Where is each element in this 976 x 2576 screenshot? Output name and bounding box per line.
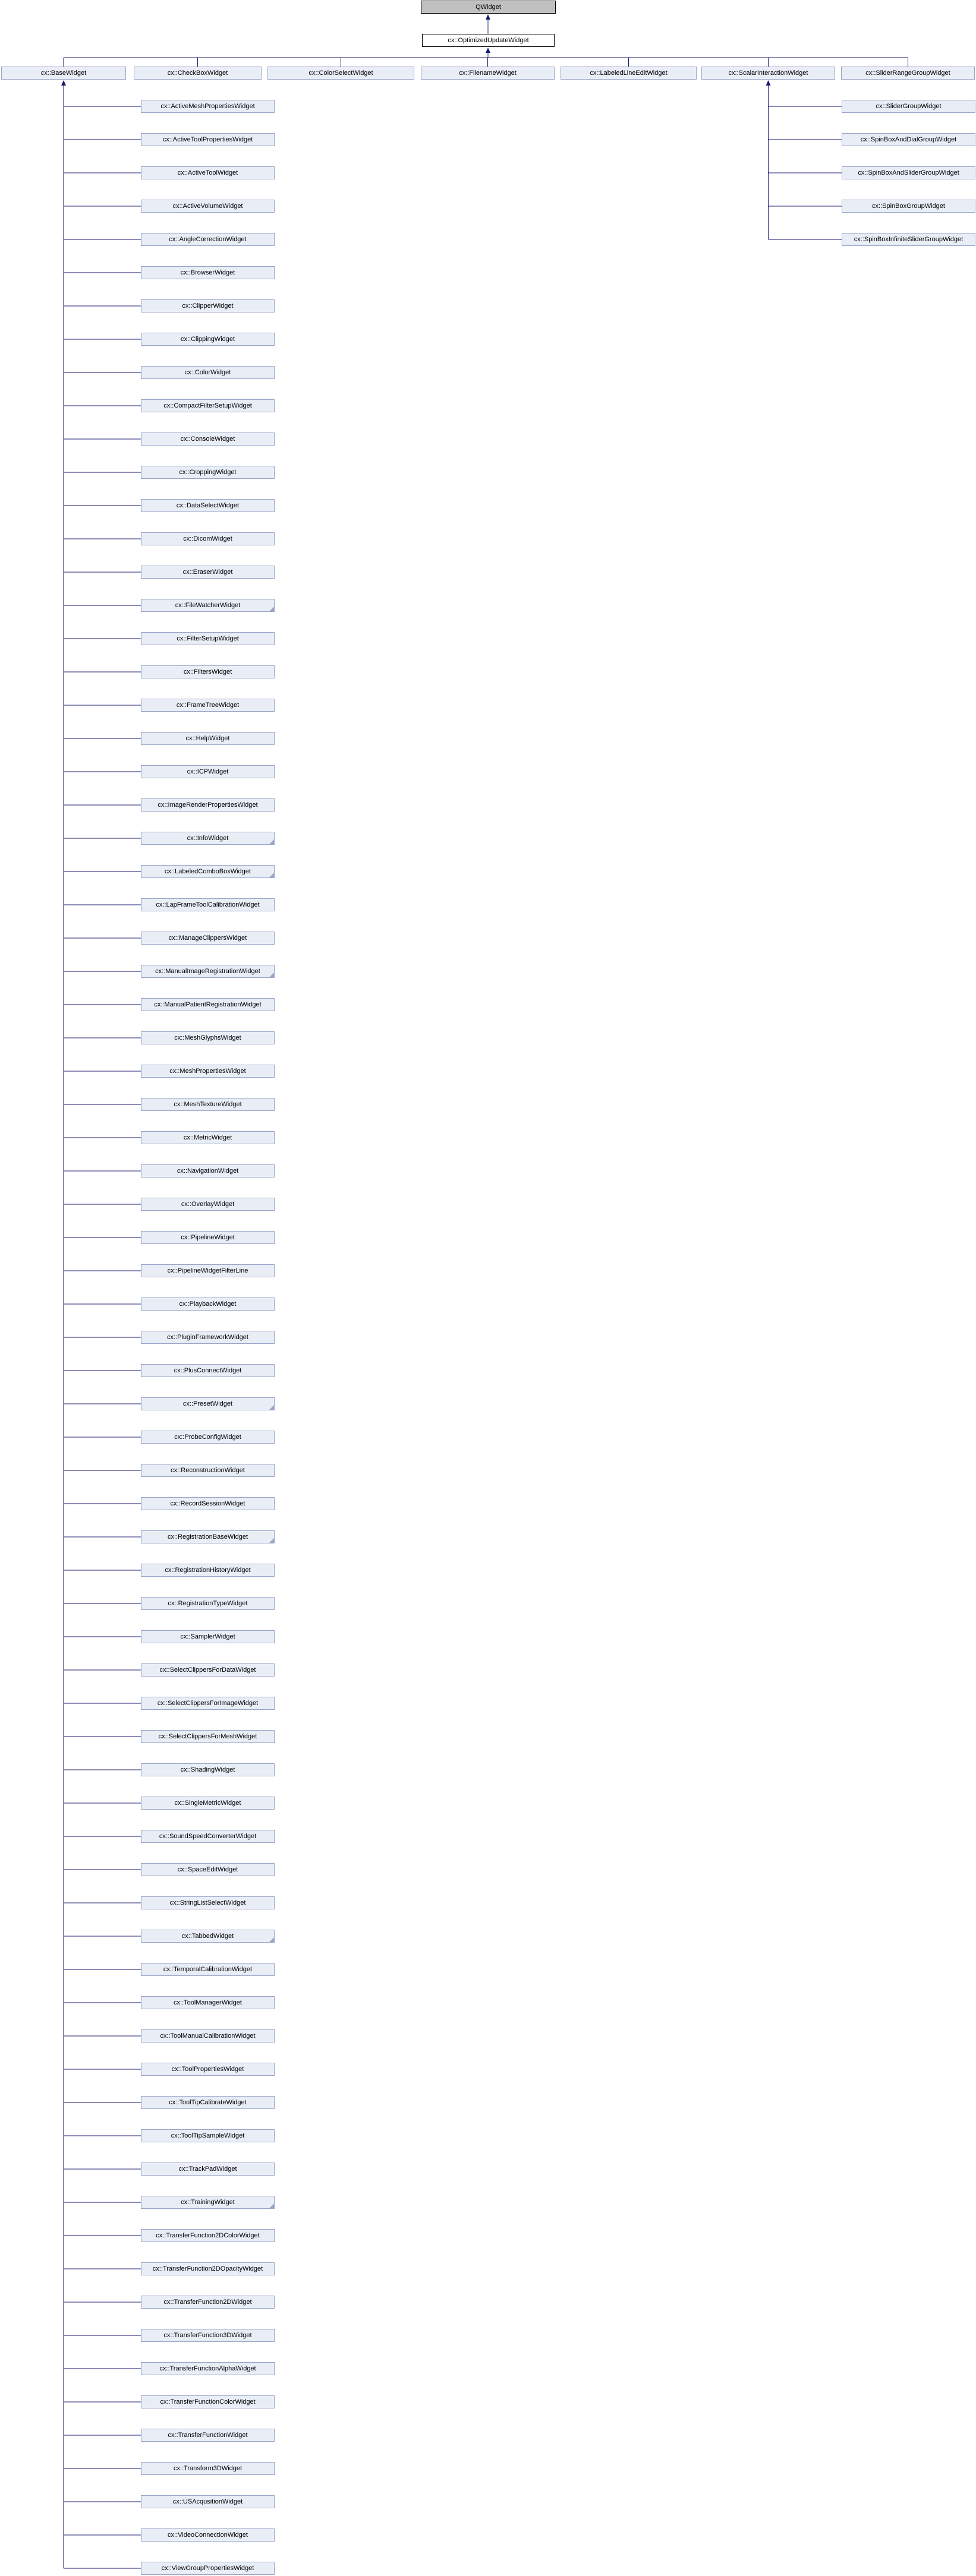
- has-subclasses-marker: [269, 873, 274, 877]
- class-node[interactable]: cx::BaseWidget: [1, 67, 126, 80]
- class-node[interactable]: cx::TransferFunctionColorWidget: [141, 2395, 275, 2408]
- class-node[interactable]: cx::SliderRangeGroupWidget: [841, 67, 975, 80]
- class-node[interactable]: cx::ActiveVolumeWidget: [141, 200, 275, 213]
- class-node[interactable]: cx::EraserWidget: [141, 566, 275, 579]
- class-node[interactable]: cx::SelectClippersForDataWidget: [141, 1663, 275, 1677]
- class-node[interactable]: cx::TransferFunction2DOpacityWidget: [141, 2262, 275, 2275]
- class-node[interactable]: cx::PlaybackWidget: [141, 1298, 275, 1311]
- class-node[interactable]: cx::ShadingWidget: [141, 1763, 275, 1776]
- class-node[interactable]: cx::Transform3DWidget: [141, 2462, 275, 2475]
- root-class-node: QWidget: [421, 1, 556, 14]
- has-subclasses-marker: [269, 1538, 274, 1543]
- class-node[interactable]: cx::TransferFunctionAlphaWidget: [141, 2362, 275, 2375]
- class-node[interactable]: cx::InfoWidget: [141, 832, 275, 845]
- class-node[interactable]: cx::SliderGroupWidget: [842, 100, 975, 113]
- class-node[interactable]: cx::PluginFrameworkWidget: [141, 1331, 275, 1344]
- class-node[interactable]: cx::RecordSessionWidget: [141, 1497, 275, 1510]
- class-node[interactable]: cx::AngleCorrectionWidget: [141, 233, 275, 246]
- class-node[interactable]: cx::RegistrationHistoryWidget: [141, 1564, 275, 1577]
- class-node[interactable]: cx::SpaceEditWidget: [141, 1863, 275, 1876]
- class-node[interactable]: cx::ToolPropertiesWidget: [141, 2063, 275, 2076]
- class-node[interactable]: cx::ToolManualCalibrationWidget: [141, 2029, 275, 2043]
- class-node[interactable]: cx::OverlayWidget: [141, 1198, 275, 1211]
- class-node[interactable]: cx::FiltersWidget: [141, 665, 275, 678]
- class-node[interactable]: cx::ActiveToolPropertiesWidget: [141, 133, 275, 146]
- class-node[interactable]: cx::TabbedWidget: [141, 1930, 275, 1943]
- class-node[interactable]: cx::FrameTreeWidget: [141, 699, 275, 712]
- class-node[interactable]: cx::TrackPadWidget: [141, 2163, 275, 2176]
- class-node[interactable]: cx::LapFrameToolCalibrationWidget: [141, 898, 275, 911]
- class-node[interactable]: cx::LabeledLineEditWidget: [561, 67, 697, 80]
- class-node[interactable]: cx::HelpWidget: [141, 732, 275, 745]
- class-node[interactable]: cx::PipelineWidget: [141, 1231, 275, 1244]
- class-node[interactable]: cx::ICPWidget: [141, 765, 275, 778]
- class-node[interactable]: cx::RegistrationTypeWidget: [141, 1597, 275, 1610]
- class-node[interactable]: cx::ManualImageRegistrationWidget: [141, 965, 275, 978]
- has-subclasses-marker: [269, 973, 274, 977]
- class-node[interactable]: cx::ReconstructionWidget: [141, 1464, 275, 1477]
- class-node[interactable]: cx::RegistrationBaseWidget: [141, 1530, 275, 1543]
- has-subclasses-marker: [269, 607, 274, 611]
- class-node[interactable]: cx::SamplerWidget: [141, 1630, 275, 1643]
- class-node[interactable]: cx::SpinBoxAndSliderGroupWidget: [842, 166, 975, 179]
- class-node[interactable]: cx::MeshPropertiesWidget: [141, 1065, 275, 1078]
- has-subclasses-marker: [269, 2204, 274, 2208]
- class-node[interactable]: cx::ColorSelectWidget: [267, 67, 414, 80]
- class-node[interactable]: cx::NavigationWidget: [141, 1164, 275, 1177]
- class-node[interactable]: cx::ClipperWidget: [141, 299, 275, 312]
- class-node[interactable]: cx::VideoConnectionWidget: [141, 2528, 275, 2542]
- class-node[interactable]: cx::BrowserWidget: [141, 266, 275, 279]
- class-node[interactable]: cx::FilterSetupWidget: [141, 632, 275, 645]
- class-node[interactable]: cx::PipelineWidgetFilterLine: [141, 1264, 275, 1277]
- class-node[interactable]: cx::DicomWidget: [141, 532, 275, 545]
- class-node[interactable]: cx::SpinBoxInfiniteSliderGroupWidget: [842, 233, 975, 246]
- class-node[interactable]: cx::MeshTextureWidget: [141, 1098, 275, 1111]
- class-node[interactable]: cx::SingleMetricWidget: [141, 1797, 275, 1810]
- class-node[interactable]: cx::ConsoleWidget: [141, 433, 275, 446]
- class-node[interactable]: cx::MeshGlyphsWidget: [141, 1031, 275, 1044]
- class-node[interactable]: cx::ProbeConfigWidget: [141, 1431, 275, 1444]
- class-node[interactable]: cx::StringListSelectWidget: [141, 1896, 275, 1909]
- class-node[interactable]: cx::SelectClippersForMeshWidget: [141, 1730, 275, 1743]
- class-node[interactable]: cx::TransferFunctionWidget: [141, 2429, 275, 2442]
- class-node[interactable]: cx::TransferFunction2DColorWidget: [141, 2229, 275, 2242]
- class-node[interactable]: cx::PlusConnectWidget: [141, 1364, 275, 1377]
- class-node[interactable]: cx::TransferFunction3DWidget: [141, 2329, 275, 2342]
- class-node[interactable]: cx::ToolTipSampleWidget: [141, 2129, 275, 2142]
- class-node[interactable]: cx::PresetWidget: [141, 1397, 275, 1410]
- class-node[interactable]: cx::TransferFunction2DWidget: [141, 2296, 275, 2309]
- has-subclasses-marker: [269, 839, 274, 844]
- class-node[interactable]: cx::LabeledComboBoxWidget: [141, 865, 275, 878]
- class-node[interactable]: cx::SelectClippersForImageWidget: [141, 1697, 275, 1710]
- current-class-node: cx::OptimizedUpdateWidget: [422, 34, 555, 47]
- class-node[interactable]: cx::FilenameWidget: [421, 67, 555, 80]
- class-node[interactable]: cx::ToolManagerWidget: [141, 1996, 275, 2009]
- has-subclasses-marker: [269, 1937, 274, 1942]
- has-subclasses-marker: [269, 1405, 274, 1410]
- class-node[interactable]: cx::ImageRenderPropertiesWidget: [141, 798, 275, 812]
- class-node[interactable]: cx::ActiveToolWidget: [141, 166, 275, 179]
- class-node[interactable]: cx::MetricWidget: [141, 1131, 275, 1144]
- class-node[interactable]: cx::ActiveMeshPropertiesWidget: [141, 100, 275, 113]
- class-node[interactable]: cx::ManualPatientRegistrationWidget: [141, 998, 275, 1011]
- class-node[interactable]: cx::ScalarInteractionWidget: [701, 67, 835, 80]
- class-node[interactable]: cx::ManageClippersWidget: [141, 932, 275, 945]
- class-node[interactable]: cx::USAcqusitionWidget: [141, 2495, 275, 2508]
- class-node[interactable]: cx::ColorWidget: [141, 366, 275, 379]
- class-node[interactable]: cx::CheckBoxWidget: [134, 67, 262, 80]
- class-node[interactable]: cx::FileWatcherWidget: [141, 599, 275, 612]
- class-node[interactable]: cx::SpinBoxGroupWidget: [842, 200, 975, 213]
- class-node[interactable]: cx::SpinBoxAndDialGroupWidget: [842, 133, 975, 146]
- class-node[interactable]: cx::TemporalCalibrationWidget: [141, 1963, 275, 1976]
- class-node[interactable]: cx::ViewGroupPropertiesWidget: [141, 2562, 275, 2575]
- class-node[interactable]: cx::TrainingWidget: [141, 2196, 275, 2209]
- class-node[interactable]: cx::CroppingWidget: [141, 466, 275, 479]
- class-node[interactable]: cx::ClippingWidget: [141, 333, 275, 346]
- class-node[interactable]: cx::CompactFilterSetupWidget: [141, 399, 275, 412]
- class-node[interactable]: cx::SoundSpeedConverterWidget: [141, 1830, 275, 1843]
- class-node[interactable]: cx::DataSelectWidget: [141, 499, 275, 512]
- class-node[interactable]: cx::ToolTipCalibrateWidget: [141, 2096, 275, 2109]
